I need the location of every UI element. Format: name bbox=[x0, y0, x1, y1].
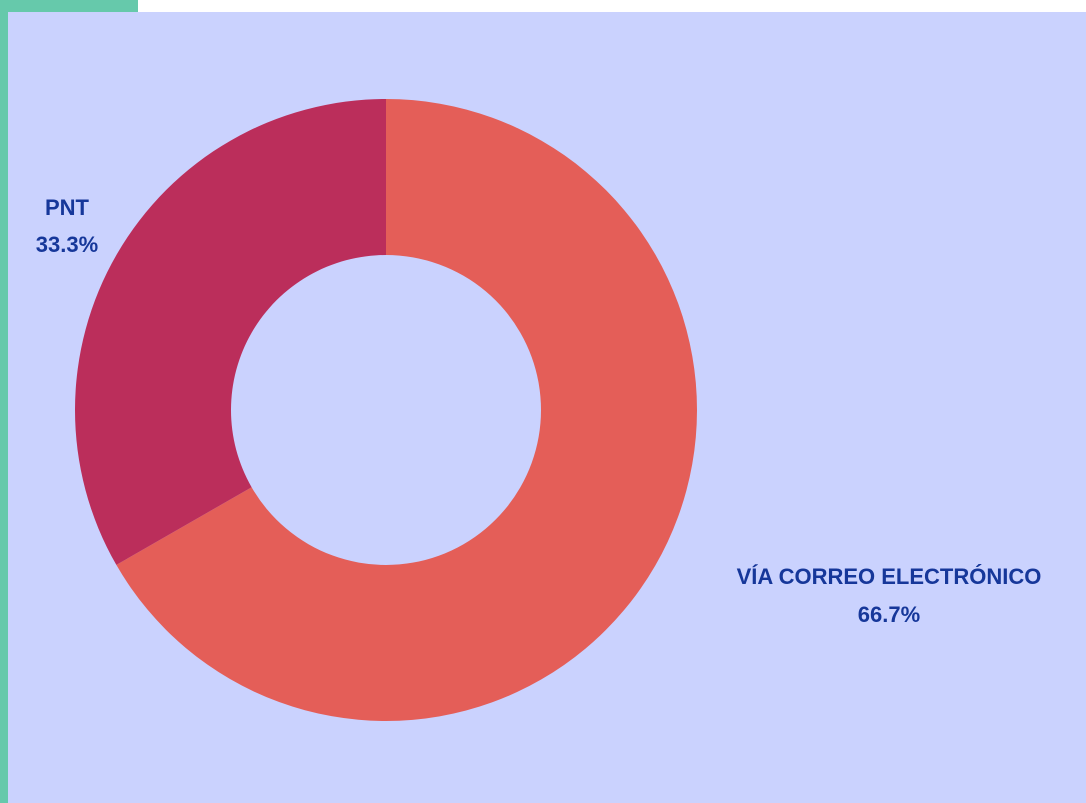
slice-percent-correo: 66.7% bbox=[858, 602, 920, 627]
slice-pnt bbox=[75, 99, 386, 565]
slice-percent-pnt: 33.3% bbox=[36, 232, 98, 257]
donut-slices bbox=[75, 99, 698, 721]
accent-bar bbox=[0, 0, 8, 803]
slice-label-correo: VÍA CORREO ELECTRÓNICO bbox=[737, 564, 1042, 589]
slice-correo bbox=[116, 99, 698, 721]
slice-label-pnt: PNT bbox=[45, 195, 90, 220]
accent-tab bbox=[0, 0, 138, 12]
